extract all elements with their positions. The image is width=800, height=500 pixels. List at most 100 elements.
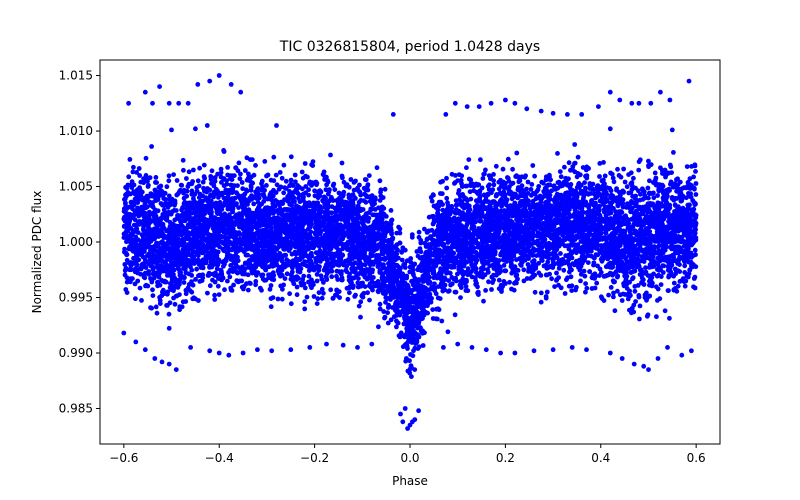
- data-point: [411, 348, 416, 354]
- data-point: [445, 203, 451, 208]
- data-point: [562, 291, 568, 296]
- data-point: [652, 170, 658, 176]
- data-point: [358, 299, 364, 305]
- data-point: [367, 297, 372, 303]
- data-point: [225, 278, 230, 284]
- data-point: [184, 176, 189, 181]
- data-point: [288, 301, 294, 307]
- data-point: [196, 183, 202, 189]
- data-point: [287, 291, 292, 297]
- data-point: [314, 301, 320, 306]
- data-point: [606, 292, 611, 298]
- data-point: [262, 159, 268, 164]
- data-point: [382, 314, 388, 320]
- data-point: [507, 279, 512, 285]
- data-point: [131, 164, 136, 170]
- data-point: [677, 269, 683, 274]
- data-point: [239, 180, 245, 185]
- data-point: [328, 152, 333, 158]
- data-point: [682, 270, 688, 275]
- data-point: [150, 293, 156, 298]
- data-point: [273, 172, 279, 178]
- data-point: [530, 163, 536, 168]
- data-point: [154, 310, 160, 316]
- data-point: [586, 202, 592, 208]
- data-point: [445, 240, 451, 245]
- data-point: [222, 287, 227, 293]
- data-point: [496, 258, 502, 263]
- data-point: [626, 190, 632, 196]
- data-point: [588, 253, 594, 259]
- data-point: [416, 229, 422, 235]
- data-point: [611, 256, 617, 261]
- data-point: [532, 173, 537, 179]
- data-point: [141, 180, 147, 186]
- data-point: [508, 259, 514, 265]
- data-point: [409, 232, 415, 238]
- data-point: [321, 280, 326, 285]
- data-point: [150, 250, 155, 256]
- data-point: [149, 279, 155, 285]
- data-point: [319, 295, 325, 301]
- data-point: [386, 302, 391, 308]
- data-point: [227, 274, 233, 280]
- data-point: [434, 306, 439, 312]
- data-point: [431, 203, 437, 209]
- data-point: [583, 289, 588, 295]
- data-point: [561, 267, 567, 273]
- data-point: [651, 190, 656, 196]
- data-point: [654, 314, 659, 320]
- data-point: [684, 164, 690, 170]
- data-point: [151, 275, 157, 281]
- data-point: [538, 290, 544, 296]
- data-point: [314, 180, 320, 186]
- data-point: [554, 277, 560, 282]
- data-point: [271, 154, 277, 160]
- data-point: [315, 296, 321, 302]
- data-point: [166, 311, 172, 317]
- data-point: [236, 160, 242, 166]
- data-point: [259, 287, 264, 293]
- data-point: [366, 173, 372, 179]
- data-point: [545, 194, 551, 200]
- data-point: [484, 242, 490, 248]
- data-point: [277, 170, 283, 175]
- data-point: [336, 247, 341, 253]
- data-point: [374, 165, 380, 171]
- data-point: [528, 187, 534, 192]
- data-point: [558, 251, 563, 256]
- data-point: [343, 183, 349, 189]
- data-point: [136, 166, 142, 171]
- data-point: [288, 177, 294, 183]
- data-point: [238, 171, 243, 177]
- data-point: [640, 277, 646, 283]
- data-point: [190, 282, 196, 288]
- data-point: [316, 290, 322, 295]
- data-point: [171, 172, 177, 178]
- data-point: [612, 279, 617, 285]
- data-point: [645, 185, 651, 191]
- data-point: [444, 175, 449, 181]
- data-point: [235, 183, 240, 189]
- data-point: [465, 272, 471, 278]
- data-point: [675, 283, 681, 289]
- data-point: [483, 288, 488, 293]
- data-point: [135, 278, 141, 284]
- data-point: [637, 191, 643, 197]
- data-point: [430, 307, 436, 312]
- data-point: [311, 294, 317, 299]
- data-point: [536, 260, 542, 266]
- data-point: [255, 199, 261, 205]
- data-point: [131, 222, 137, 228]
- data-point: [496, 277, 502, 283]
- data-point: [408, 260, 414, 265]
- data-point: [679, 186, 685, 192]
- data-point: [191, 167, 196, 173]
- data-point: [301, 273, 307, 279]
- data-point: [489, 287, 494, 292]
- data-point: [463, 183, 468, 189]
- data-point: [616, 173, 622, 178]
- data-point: [251, 172, 257, 178]
- data-point: [268, 304, 274, 310]
- data-point: [212, 292, 218, 298]
